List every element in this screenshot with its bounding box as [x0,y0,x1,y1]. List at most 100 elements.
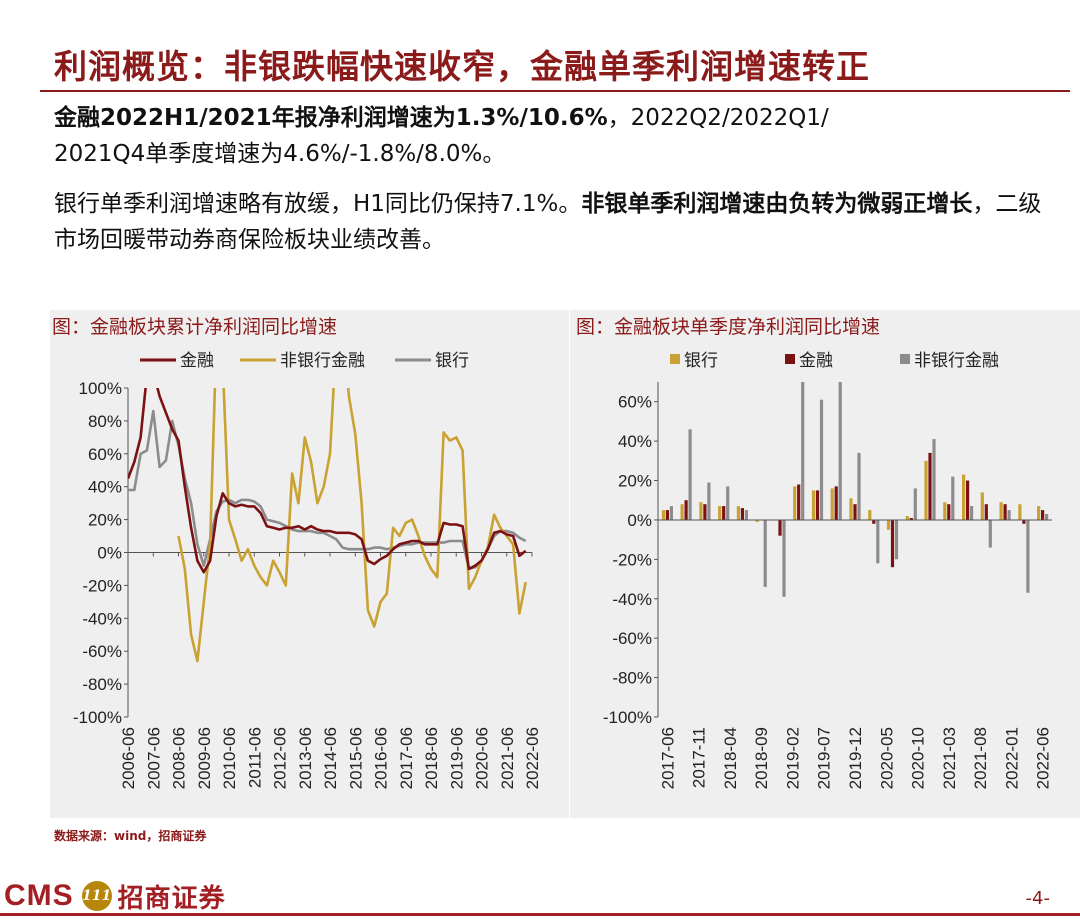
bar-nonbank [744,510,748,520]
bar-finance [872,519,876,524]
x-tick-label: 2019-06 [447,727,466,789]
summary-text: 2022H1/2021 [100,105,272,131]
bar-nonbank [970,506,974,520]
x-tick-label: 2019-02 [784,727,803,789]
x-tick-label: 2017-11 [690,727,709,788]
company-logo: CMS 111 招商证券 [0,872,226,920]
bar-nonbank [763,519,767,587]
x-tick-label: 2020-06 [473,727,492,789]
y-tick-label: -60% [82,642,122,661]
summary-text: 银行单季利润增速略有放缓，H1同比仍保持7.1%。 [54,191,582,217]
summary-text: 2021Q4单季度增速为4.6%/-1.8%/8.0%。 [54,141,506,167]
data-source-note: 数据来源：wind，招商证券 [54,829,207,843]
footer-divider [0,913,1080,916]
x-tick-label: 2008-06 [170,727,189,789]
x-tick-label: 2009-06 [195,727,214,789]
x-tick-label: 2018-09 [752,727,771,789]
y-tick-label: 60% [618,393,652,412]
x-tick-label: 2017-06 [397,727,416,789]
x-tick-label: 2017-06 [658,727,677,789]
x-tick-label: 2012-06 [271,727,290,789]
bar-bank [886,519,891,530]
x-tick-label: 2015-06 [346,727,365,789]
bar-bank [680,504,684,520]
bar-bank [1018,504,1022,520]
legend-swatch [670,354,680,364]
bar-finance [834,486,838,520]
bar-finance [1003,504,1007,520]
bar-nonbank [932,439,936,520]
bar-finance [890,519,895,568]
bar-nonbank [707,482,711,520]
logo-chinese-text: 招商证券 [117,883,226,914]
bar-bank [924,460,928,520]
bar-nonbank [819,399,824,520]
y-tick-label: -20% [612,550,652,569]
bar-bank [962,474,966,520]
bar-bank [905,516,909,520]
x-tick-label: 2006-06 [119,727,138,789]
x-tick-label: 2007-06 [144,727,163,789]
bar-finance [815,490,820,520]
bar-nonbank [801,382,805,520]
chart-title: 图：金融板块累计净利润同比增速 [52,316,338,338]
bar-finance [740,508,744,520]
summary-text: ，二级市场回暖带动券商保险板块业绩改善。 [54,191,1042,253]
y-tick-label: -60% [612,629,652,648]
quarterly-growth-bar-chart: 银行 金融 非银行金融 60% 40% 20% 0% -20% -40% -60% -80% -100… [603,351,1053,789]
x-tick-label: 2010-06 [220,727,239,789]
bar-finance [665,510,669,520]
x-tick-label: 2018-06 [422,727,441,789]
bar-finance [1041,510,1045,520]
bar-bank [661,510,665,520]
x-tick-label: 2018-04 [721,727,740,789]
legend-label: 金融 [799,351,833,370]
y-tick-label: 20% [88,511,122,530]
x-tick-label: 2014-06 [321,727,340,789]
x-tick-label: 2021-06 [498,727,517,789]
y-tick-label: 40% [618,432,652,451]
bar-nonbank [1026,519,1030,593]
bar-finance [722,506,726,520]
summary-paragraph-1: 金融2022H1/2021年报净利润增速为1.3%/10.6%，2022Q2/2… [54,100,1054,172]
y-tick-label: -20% [82,576,122,595]
cumulative-growth-line-chart: 金融 非银行金融 银行 100% 80% 60% 40% 20% 0% -20% -40% -60% -… [73,351,542,789]
chart-title: 图：金融板块单季度净利润同比增速 [576,316,881,338]
page-title: 利润概览：非银跌幅快速收窄，金融单季利润增速转正 [54,47,870,86]
bar-finance [947,504,951,520]
y-tick-label: 100% [79,379,122,398]
bar-bank [830,488,834,520]
logo-latin-text: CMS [4,879,74,912]
summary-text: 年报净利润增速为 [271,105,456,131]
y-tick-label: -100% [73,708,122,727]
series-line-nonbank [177,388,527,663]
x-tick-label: 2013-06 [296,727,315,789]
bar-bank [943,502,947,520]
summary-text: 非银单季利润增速由负转为微弱正增长 [581,191,973,217]
x-tick-label: 2019-07 [815,727,834,789]
summary-paragraph-2: 银行单季利润增速略有放缓，H1同比仍保持7.1%。非银单季利润增速由负转为微弱正… [54,186,1064,258]
y-tick-label: 60% [88,445,122,464]
y-tick-label: 20% [618,472,652,491]
logo-badge-icon: 111 [81,881,112,911]
bar-bank [718,506,722,520]
x-tick-label: 2022-06 [1034,727,1053,789]
y-tick-label: 0% [97,544,122,563]
x-tick-label: 2022-01 [1002,727,1021,789]
legend-label: 非银行金融 [914,351,999,370]
bar-finance [984,504,988,520]
legend-label: 银行 [684,351,718,370]
bar-nonbank [876,519,880,564]
bar-bank [811,490,816,520]
bar-finance [853,504,857,520]
y-tick-label: -100% [603,708,652,727]
bar-bank [980,492,984,520]
legend-swatch [785,354,795,364]
bar-nonbank [988,519,992,548]
bar-bank [849,498,853,520]
bar-bank [999,502,1003,520]
summary-text: 金融 [54,105,100,131]
y-tick-label: 40% [88,478,122,497]
bar-bank [793,486,797,520]
bar-bank [699,502,703,520]
